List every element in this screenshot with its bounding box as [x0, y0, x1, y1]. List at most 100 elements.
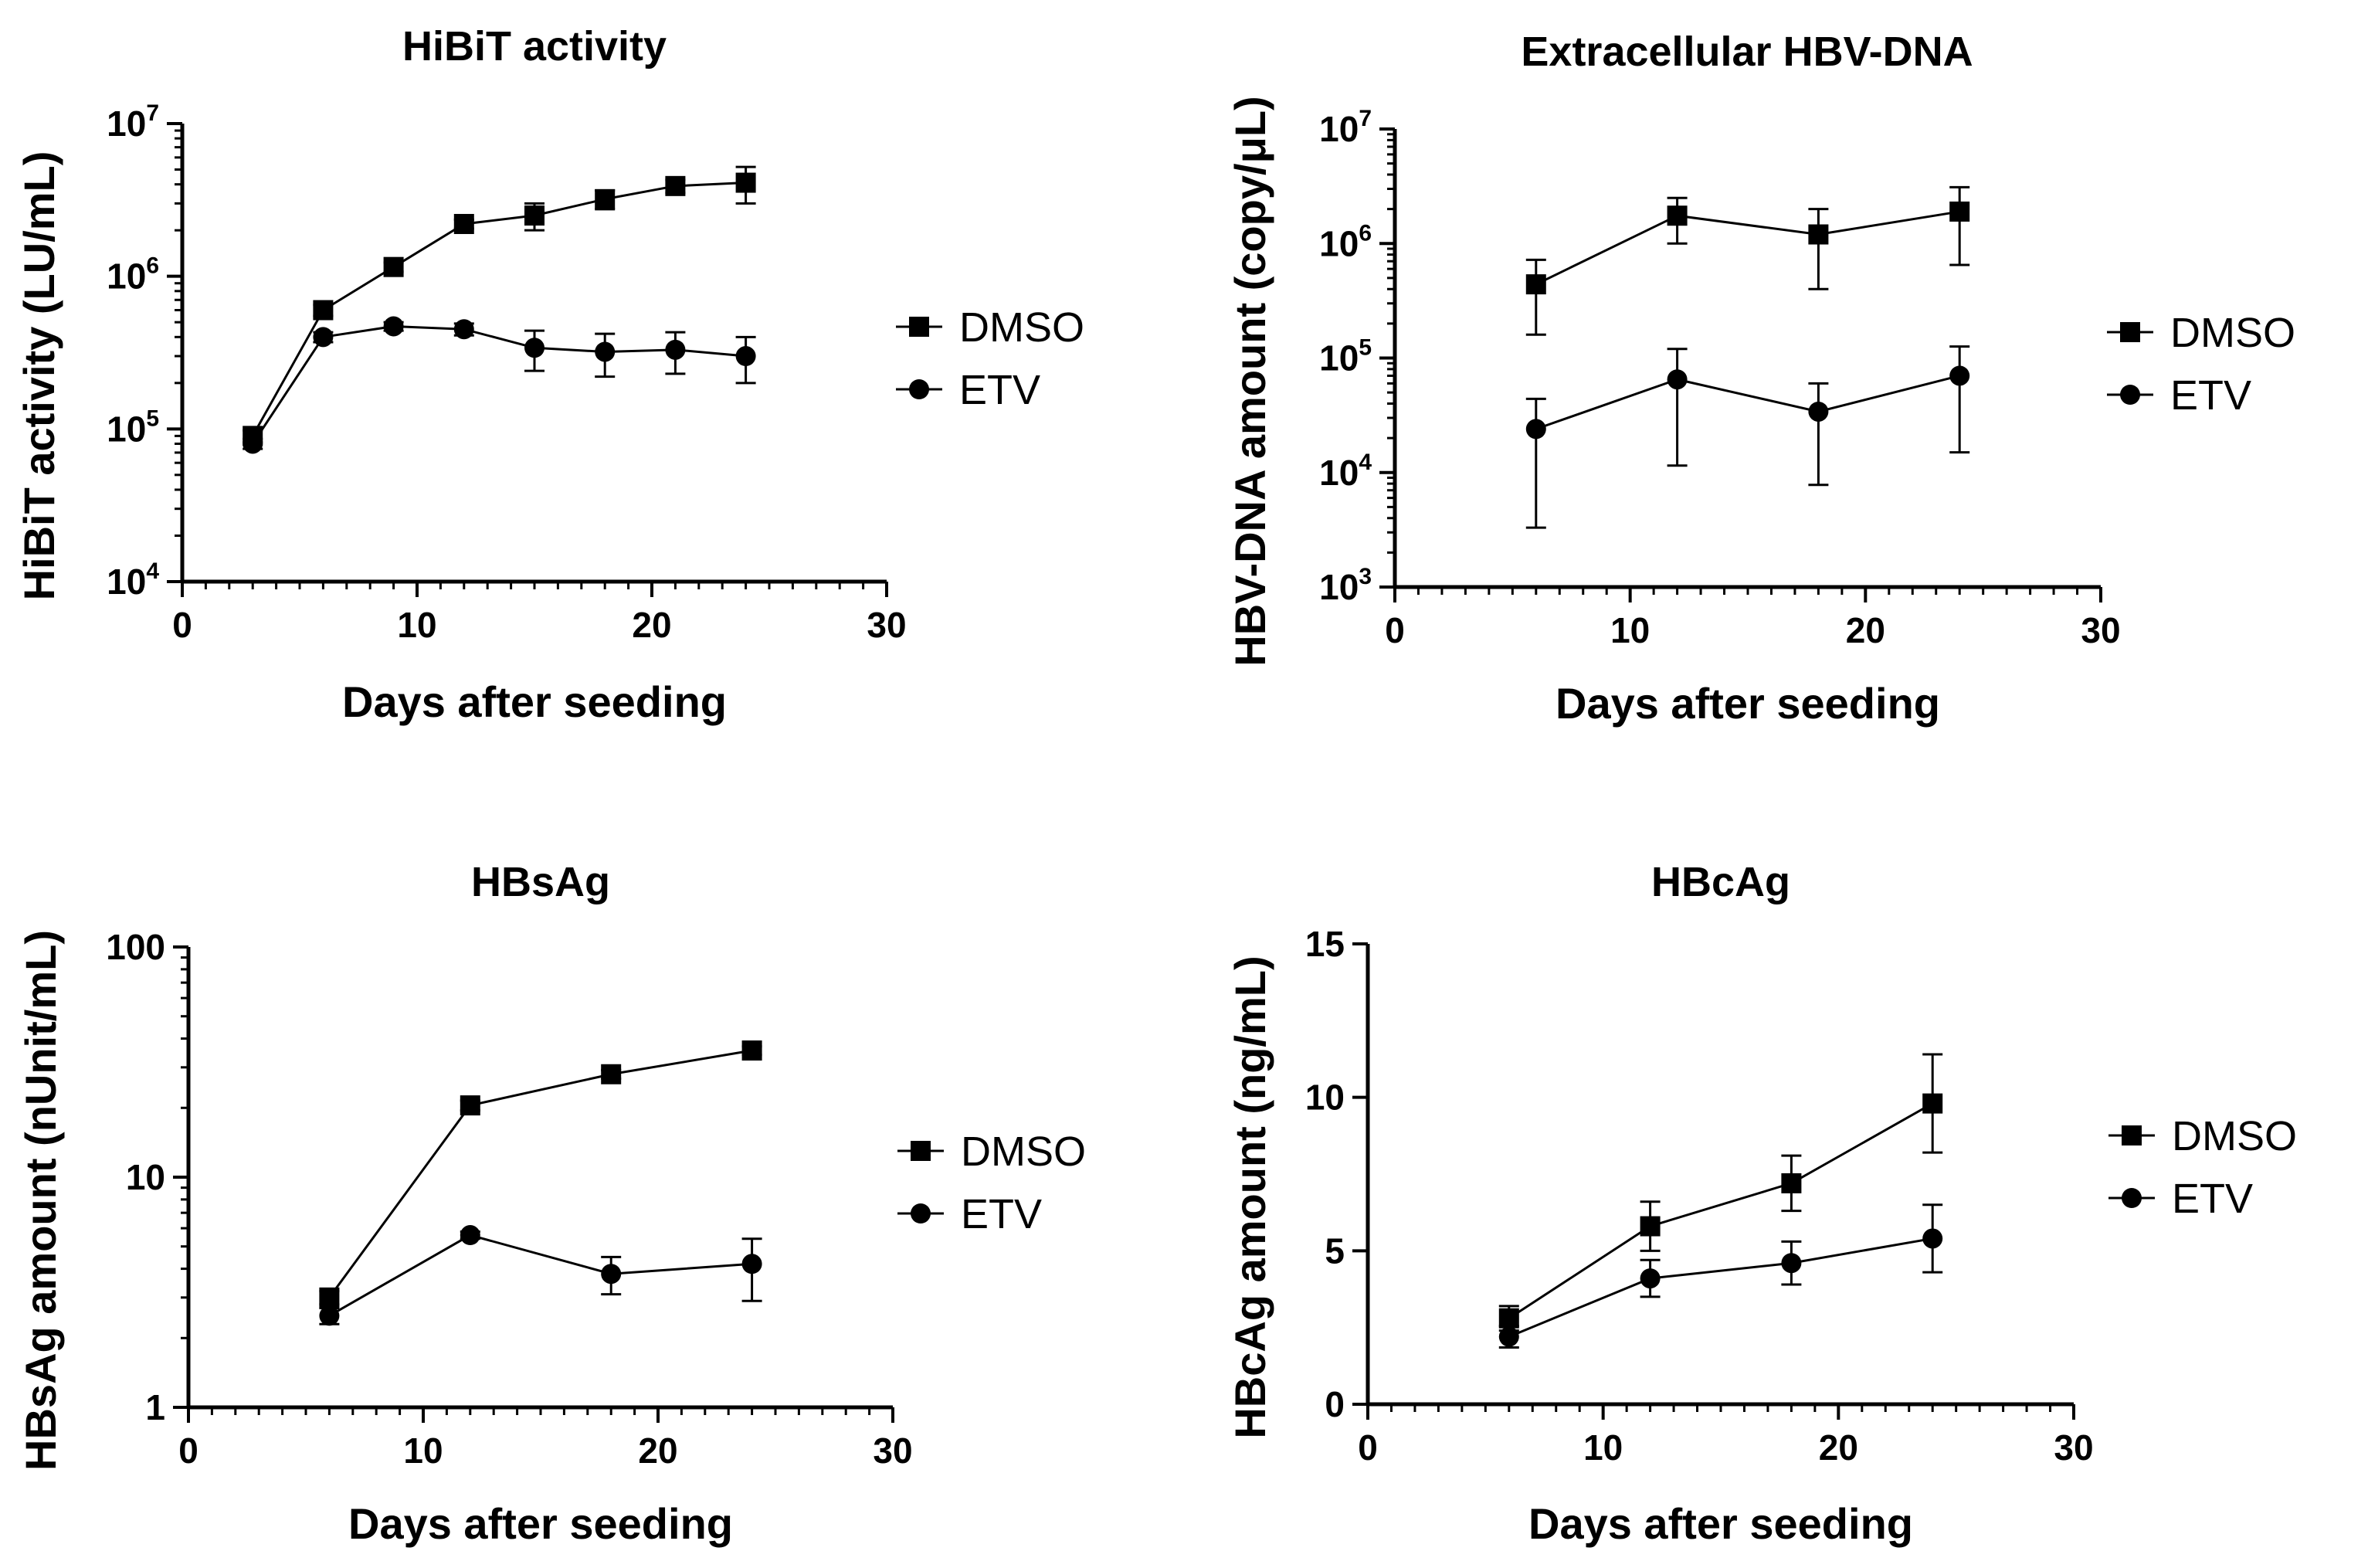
x-tick-label: 10 [403, 1431, 443, 1471]
series-line [1535, 375, 1960, 430]
x-axis-label: Days after seeding [348, 1499, 733, 1548]
series-dmso [1525, 185, 1970, 336]
data-point [735, 172, 756, 193]
y-tick-label: 5 [1325, 1230, 1345, 1271]
data-point [595, 188, 616, 209]
data-point [313, 327, 334, 348]
y-tick-exponent: 6 [146, 253, 159, 279]
legend-marker [909, 379, 929, 399]
y-tick-exponent: 6 [1359, 220, 1372, 246]
x-tick-label: 0 [1385, 610, 1405, 650]
data-point [601, 1064, 622, 1084]
y-tick-label: 1 [145, 1387, 165, 1427]
chart-title: HBcAg [1651, 859, 1790, 905]
data-point [1808, 401, 1829, 422]
data-point [319, 1305, 340, 1326]
data-point [1640, 1268, 1661, 1289]
data-point [243, 433, 263, 454]
y-tick-label: 106 [1319, 220, 1372, 263]
y-tick-base: 10 [1319, 223, 1359, 263]
x-tick-label: 0 [172, 605, 192, 645]
legend-marker [2122, 1188, 2142, 1208]
data-point [1922, 1093, 1943, 1114]
series-line [1508, 1102, 1933, 1320]
legend-marker [2120, 322, 2140, 342]
y-tick-label: 103 [1319, 564, 1372, 607]
data-point [1922, 1228, 1943, 1249]
x-tick-label: 30 [867, 605, 906, 645]
legend-item-etv: ETV [2107, 372, 2251, 419]
error-bar [1525, 258, 1546, 336]
y-tick-exponent: 7 [1359, 106, 1372, 131]
legend-label: DMSO [2170, 310, 2295, 356]
y-tick-base: 10 [107, 562, 146, 602]
series-dmso [1498, 1053, 1943, 1332]
data-point [524, 205, 545, 226]
y-tick-exponent: 7 [146, 100, 159, 126]
series-etv [243, 316, 756, 454]
error-bar [1808, 208, 1829, 290]
data-point [1525, 419, 1546, 440]
y-tick-base: 10 [107, 409, 146, 449]
legend-label: ETV [959, 367, 1040, 413]
y-tick-exponent: 4 [146, 558, 159, 584]
data-point [1498, 1326, 1519, 1347]
legend-marker [911, 1141, 931, 1161]
error-bar [1949, 185, 1970, 266]
x-tick-label: 20 [632, 605, 671, 645]
data-point [319, 1287, 340, 1308]
y-tick-exponent: 3 [1359, 564, 1372, 589]
data-point [665, 339, 686, 360]
data-point [741, 1040, 762, 1061]
y-axis-label: HBsAg amount (nUnit/mL) [16, 930, 65, 1471]
series-line [251, 324, 746, 445]
y-tick-label: 105 [1319, 335, 1372, 378]
legend-label: ETV [961, 1191, 1042, 1237]
data-point [601, 1264, 622, 1285]
panel-3: HBcAg 0 10 20 30 0 5 10 15 Days after seeding HBcA… [1226, 859, 2297, 1548]
legend-label: DMSO [2172, 1113, 2297, 1159]
series-line [1508, 1237, 1933, 1338]
data-point [1949, 201, 1970, 222]
data-point [1781, 1253, 1802, 1274]
y-tick-exponent: 4 [1359, 450, 1372, 475]
legend-item-etv: ETV [2108, 1176, 2253, 1222]
y-tick-base: 10 [1319, 567, 1359, 607]
x-axis-label: Days after seeding [342, 677, 727, 726]
data-point [524, 338, 545, 358]
y-tick-label: 100 [106, 927, 165, 967]
legend-marker [911, 1203, 931, 1224]
legend-label: ETV [2170, 372, 2251, 419]
y-tick-exponent: 5 [146, 406, 159, 431]
y-tick-label: 0 [1325, 1384, 1345, 1424]
legend-item-dmso: DMSO [2108, 1113, 2297, 1159]
x-tick-label: 0 [1358, 1427, 1378, 1468]
chart-title: HiBiT activity [402, 23, 667, 70]
error-bar [1949, 345, 1970, 454]
panel-2: HBsAg 0 10 20 30 1 10 100 Days after seeding HBsA… [16, 859, 1086, 1548]
legend-item-etv: ETV [896, 367, 1040, 413]
data-point [460, 1095, 480, 1116]
x-tick-label: 20 [1846, 610, 1885, 650]
x-axis-label: Days after seeding [1528, 1499, 1913, 1548]
data-point [595, 341, 616, 362]
series-line [1535, 210, 1960, 286]
error-bar [1808, 382, 1829, 487]
legend-item-dmso: DMSO [897, 1128, 1086, 1175]
y-axis-label: HBcAg amount (ng/mL) [1226, 955, 1274, 1438]
series-line [328, 1234, 752, 1317]
y-tick-base: 10 [1319, 109, 1359, 149]
legend-item-etv: ETV [897, 1191, 1042, 1237]
data-point [313, 300, 334, 321]
data-point [1667, 205, 1688, 226]
data-point [453, 213, 474, 234]
series-dmso [319, 1040, 762, 1308]
y-tick-label: 15 [1305, 924, 1345, 964]
x-tick-label: 20 [1819, 1427, 1858, 1468]
x-tick-label: 30 [2081, 610, 2120, 650]
series-line [251, 182, 746, 437]
series-line [328, 1049, 752, 1298]
data-point [1667, 369, 1688, 390]
